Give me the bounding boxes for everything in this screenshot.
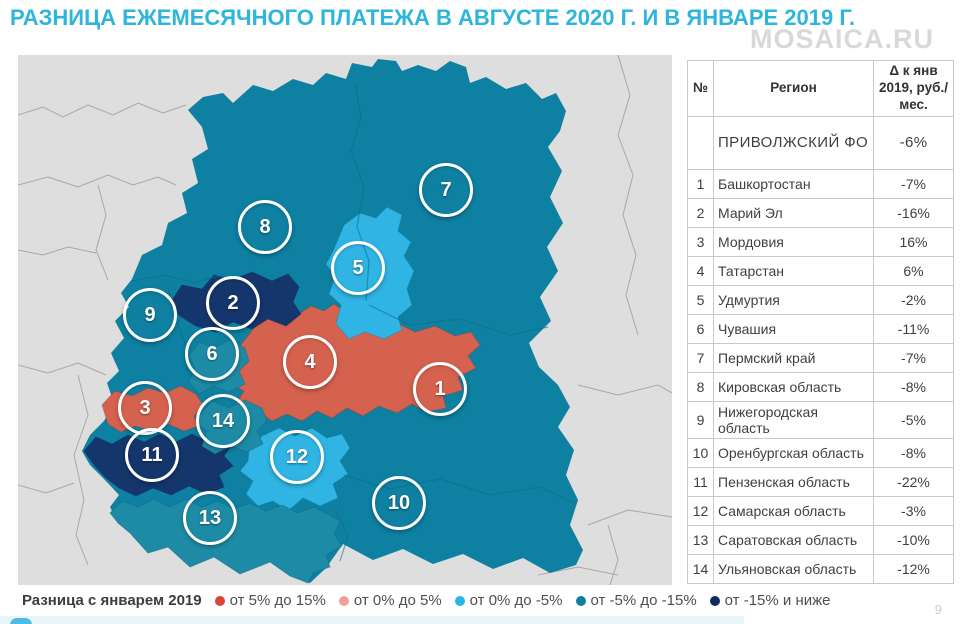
table-row: 6 Чувашия -11% xyxy=(687,313,954,344)
row-delta: -7% xyxy=(873,168,954,199)
legend-color-dot-icon xyxy=(575,595,586,606)
watermark: MOSAICA.RU xyxy=(750,24,934,54)
row-region: Чувашия xyxy=(713,313,874,344)
row-delta: -16% xyxy=(873,197,954,228)
legend-item-label: от 5% до 15% xyxy=(229,592,326,609)
row-region: Марий Эл xyxy=(713,197,874,228)
row-region: Пермский край xyxy=(713,342,874,373)
row-region: Саратовская область xyxy=(713,524,874,555)
row-delta: -2% xyxy=(873,284,954,315)
map-svg xyxy=(18,55,672,585)
row-region: Нижегородская область xyxy=(713,400,874,439)
legend-color-dot-icon xyxy=(709,595,720,606)
legend-label: Разница с январем 2019 xyxy=(22,592,202,609)
row-num: 8 xyxy=(687,371,714,402)
col-header-delta: Δ к янв 2019, руб./мес. xyxy=(873,60,954,117)
table-row: 11 Пензенская область -22% xyxy=(687,466,954,497)
table-row: 4 Татарстан 6% xyxy=(687,255,954,286)
bottom-decorative-strip xyxy=(0,616,744,624)
table-row: 8 Кировская область -8% xyxy=(687,371,954,402)
region-13-saratov xyxy=(109,498,343,584)
table-row: 12 Самарская область -3% xyxy=(687,495,954,526)
region-3-mordovia xyxy=(101,385,205,433)
row-delta: -8% xyxy=(873,371,954,402)
table-row: 3 Мордовия 16% xyxy=(687,226,954,257)
row-num: 11 xyxy=(687,466,714,497)
table-row: 14 Ульяновская область -12% xyxy=(687,553,954,584)
table-row: 10 Оренбургская область -8% xyxy=(687,437,954,468)
bottom-bullet-icon xyxy=(10,618,32,624)
region-5-udmurtia xyxy=(325,206,415,340)
summary-row: ПРИВОЛЖСКИЙ ФО -6% xyxy=(687,115,954,170)
region-6-chuvashia xyxy=(188,339,250,395)
col-header-region: Регион xyxy=(713,60,874,117)
row-delta: -11% xyxy=(873,313,954,344)
row-num: 14 xyxy=(687,553,714,584)
row-delta: -10% xyxy=(873,524,954,555)
row-delta: -12% xyxy=(873,553,954,584)
map-legend: Разница с январем 2019 от 5% до 15% от 0… xyxy=(22,592,831,609)
row-num: 7 xyxy=(687,342,714,373)
table-row: 1 Башкортостан -7% xyxy=(687,168,954,199)
row-num: 3 xyxy=(687,226,714,257)
row-num: 2 xyxy=(687,197,714,228)
legend-item: от -5% до -15% xyxy=(575,592,697,609)
volga-district-map xyxy=(18,55,672,585)
row-region: Мордовия xyxy=(713,226,874,257)
table-row: 13 Саратовская область -10% xyxy=(687,524,954,555)
row-num: 4 xyxy=(687,255,714,286)
row-region: Оренбургская область xyxy=(713,437,874,468)
legend-item-label: от 0% до 5% xyxy=(353,592,442,609)
row-num: 6 xyxy=(687,313,714,344)
row-region: Ульяновская область xyxy=(713,553,874,584)
row-delta: 16% xyxy=(873,226,954,257)
summary-delta: -6% xyxy=(873,115,954,170)
row-region: Башкортостан xyxy=(713,168,874,199)
row-delta: 6% xyxy=(873,255,954,286)
col-header-num: № xyxy=(687,60,714,117)
table-row: 7 Пермский край -7% xyxy=(687,342,954,373)
row-region: Удмуртия xyxy=(713,284,874,315)
row-delta: -22% xyxy=(873,466,954,497)
region-11-penza xyxy=(83,433,234,497)
table-row: 9 Нижегородская область -5% xyxy=(687,400,954,439)
legend-items: от 5% до 15% от 0% до 5% от 0% до -5% от… xyxy=(214,592,831,609)
legend-color-dot-icon xyxy=(454,595,465,606)
summary-region: ПРИВОЛЖСКИЙ ФО xyxy=(713,115,874,170)
regions-table: № Регион Δ к янв 2019, руб./мес. ПРИВОЛЖ… xyxy=(687,60,954,584)
page-title: РАЗНИЦА ЕЖЕМЕСЯЧНОГО ПЛАТЕЖА В АВГУСТЕ 2… xyxy=(10,5,856,30)
legend-color-dot-icon xyxy=(338,595,349,606)
row-num: 9 xyxy=(687,400,714,439)
table-row: 5 Удмуртия -2% xyxy=(687,284,954,315)
row-region: Кировская область xyxy=(713,371,874,402)
table-header-row: № Регион Δ к янв 2019, руб./мес. xyxy=(687,60,954,117)
legend-item-label: от -15% и ниже xyxy=(724,592,831,609)
row-num: 5 xyxy=(687,284,714,315)
row-delta: -8% xyxy=(873,437,954,468)
page-number: 9 xyxy=(934,602,942,617)
legend-item: от 0% до -5% xyxy=(454,592,563,609)
table-row: 2 Марий Эл -16% xyxy=(687,197,954,228)
table-body: ПРИВОЛЖСКИЙ ФО -6% 1 Башкортостан -7% 2 … xyxy=(687,115,954,584)
row-region: Пензенская область xyxy=(713,466,874,497)
row-num: 13 xyxy=(687,524,714,555)
row-region: Самарская область xyxy=(713,495,874,526)
legend-color-dot-icon xyxy=(214,595,225,606)
row-region: Татарстан xyxy=(713,255,874,286)
row-num: 10 xyxy=(687,437,714,468)
row-delta: -7% xyxy=(873,342,954,373)
legend-item-label: от -5% до -15% xyxy=(590,592,697,609)
legend-item: от -15% и ниже xyxy=(709,592,831,609)
row-num: 12 xyxy=(687,495,714,526)
legend-item: от 5% до 15% xyxy=(214,592,326,609)
row-num: 1 xyxy=(687,168,714,199)
region-14-ulyanovsk xyxy=(196,399,268,455)
region-borders xyxy=(131,82,575,562)
row-delta: -5% xyxy=(873,400,954,439)
region-2-mari-el xyxy=(169,271,302,333)
legend-item-label: от 0% до -5% xyxy=(469,592,563,609)
legend-item: от 0% до 5% xyxy=(338,592,442,609)
row-delta: -3% xyxy=(873,495,954,526)
